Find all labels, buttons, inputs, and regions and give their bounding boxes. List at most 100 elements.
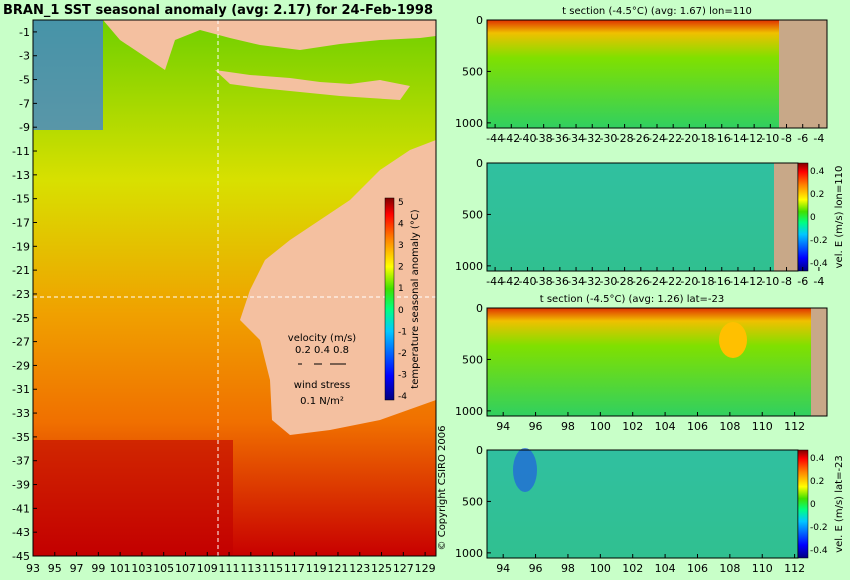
- small-colorbar-tick-label: -0.4: [810, 259, 828, 269]
- panel4-side-label: vel. E (m/s) lat=-23: [834, 455, 845, 553]
- panel2-bathymetry: [774, 163, 798, 271]
- panel-x-tick-label: -4: [813, 132, 824, 145]
- map-y-tick-label: -15: [12, 193, 30, 206]
- small-colorbar-tick-label: -0.2: [810, 523, 828, 533]
- map-x-tick-label: 115: [262, 562, 283, 575]
- colorbar-tick-label: 1: [398, 284, 404, 294]
- map-y-tick-label: -31: [12, 383, 30, 396]
- panel-x-tick-label: 102: [622, 562, 643, 575]
- small-colorbar-tick-label: 0.4: [810, 167, 825, 177]
- panel-x-tick-label: 104: [655, 562, 676, 575]
- map-x-tick-label: 117: [284, 562, 305, 575]
- map-x-tick-label: 123: [349, 562, 370, 575]
- panel2-colorbar: [797, 162, 809, 272]
- map-x-tick-label: 119: [306, 562, 327, 575]
- panel-x-tick-label: 104: [655, 420, 676, 433]
- map-y-tick-label: -21: [12, 264, 30, 277]
- panel-x-tick-label: -18: [697, 132, 715, 145]
- panel-x-tick-label: 112: [784, 562, 805, 575]
- panel-x-tick-label: 106: [687, 562, 708, 575]
- panel-x-tick-label: -26: [632, 132, 650, 145]
- map-y-tick-label: -41: [12, 502, 30, 515]
- panel3-warm-feature: [719, 322, 747, 358]
- panel-x-tick-label: -30: [599, 275, 617, 288]
- map-y-tick-label: -11: [12, 145, 30, 158]
- colorbar-tick-label: -4: [398, 392, 407, 402]
- colorbar-tick-label: 5: [398, 198, 404, 208]
- panel-x-tick-label: -20: [680, 132, 698, 145]
- panel-y-tick-label: 0: [476, 14, 483, 27]
- panel3-bathymetry: [811, 308, 827, 416]
- panel-x-tick-label: -24: [648, 132, 666, 145]
- colorbar-tick-label: 2: [398, 263, 404, 273]
- panel-y-tick-label: 500: [462, 208, 483, 221]
- panel-x-tick-label: 108: [719, 420, 740, 433]
- small-colorbar-tick-label: 0: [810, 500, 816, 510]
- small-colorbar-tick-label: -0.2: [810, 236, 828, 246]
- panel1-field: [487, 20, 827, 128]
- map-x-tick-label: 125: [371, 562, 392, 575]
- map-y-tick-label: -13: [12, 169, 30, 182]
- panel-x-tick-label: -20: [680, 275, 698, 288]
- panel-x-tick-label: 108: [719, 562, 740, 575]
- panel-x-tick-label: -40: [518, 132, 536, 145]
- panel-x-tick-label: 96: [529, 420, 543, 433]
- land-islands: [215, 70, 410, 100]
- panel-x-tick-label: -42: [502, 275, 520, 288]
- map-x-tick-label: 97: [70, 562, 84, 575]
- velocity-scale: 0.2 0.4 0.8: [295, 345, 349, 356]
- map-y-tick-label: -17: [12, 216, 30, 229]
- map-y-tick-label: -29: [12, 359, 30, 372]
- panel-x-tick-label: -38: [535, 132, 553, 145]
- small-colorbar-tick-label: 0.2: [810, 190, 824, 200]
- panel4-jet-feature: [513, 448, 537, 492]
- map-y-tick-label: -23: [12, 288, 30, 301]
- colorbar-tick-label: 0: [398, 306, 404, 316]
- map-y-tick-label: -45: [12, 550, 30, 563]
- colorbar-tick-label: 3: [398, 241, 404, 251]
- panel-x-tick-label: 110: [752, 562, 773, 575]
- panel-x-tick-label: -4: [813, 275, 824, 288]
- map-y-tick-label: -25: [12, 312, 30, 325]
- colorbar-tick-label: -3: [398, 370, 407, 380]
- panel-x-tick-label: -18: [697, 275, 715, 288]
- panel-y-tick-label: 0: [476, 157, 483, 170]
- panel-x-tick-label: -26: [632, 275, 650, 288]
- panel4-section: [486, 448, 809, 559]
- panel-x-tick-label: -6: [797, 132, 808, 145]
- panel-x-tick-label: -34: [567, 275, 585, 288]
- map-y-tick-label: -33: [12, 407, 30, 420]
- panel-x-tick-label: 100: [590, 562, 611, 575]
- map-y-tick-label: -37: [12, 455, 30, 468]
- wind-stress-scale: 0.1 N/m²: [300, 396, 344, 407]
- panel1-title: t section (-4.5°C) (avg: 1.67) lon=110: [562, 6, 752, 17]
- small-colorbar-tick-label: 0: [810, 213, 816, 223]
- map-y-tick-label: -1: [19, 26, 30, 39]
- panel-x-tick-label: -42: [502, 132, 520, 145]
- map-x-tick-label: 121: [327, 562, 348, 575]
- panel-x-tick-label: -38: [535, 275, 553, 288]
- velocity-label: velocity (m/s): [288, 333, 356, 344]
- panel-x-tick-label: -12: [745, 275, 763, 288]
- map-x-tick-label: 93: [26, 562, 40, 575]
- small-colorbar-tick-label: -0.4: [810, 546, 828, 556]
- panel-x-tick-label: -36: [551, 275, 569, 288]
- warm-anomaly-region: [33, 440, 233, 556]
- map-x-tick-label: 95: [48, 562, 62, 575]
- panel2-field: [487, 163, 774, 271]
- panel-y-tick-label: 500: [462, 65, 483, 78]
- panel-x-tick-label: -36: [551, 132, 569, 145]
- map-y-tick-label: -9: [19, 121, 30, 134]
- panel-x-tick-label: -24: [648, 275, 666, 288]
- map-y-tick-label: -35: [12, 431, 30, 444]
- map-y-tick-label: -27: [12, 336, 30, 349]
- panel-x-tick-label: 100: [590, 420, 611, 433]
- panel-y-tick-label: 1000: [455, 405, 483, 418]
- map-x-tick-label: 129: [415, 562, 436, 575]
- panel-x-tick-label: 98: [561, 420, 575, 433]
- panel-y-tick-label: 1000: [455, 547, 483, 560]
- panel-x-tick-label: 106: [687, 420, 708, 433]
- panel-y-tick-label: 1000: [455, 117, 483, 130]
- panel-x-tick-label: -16: [713, 275, 731, 288]
